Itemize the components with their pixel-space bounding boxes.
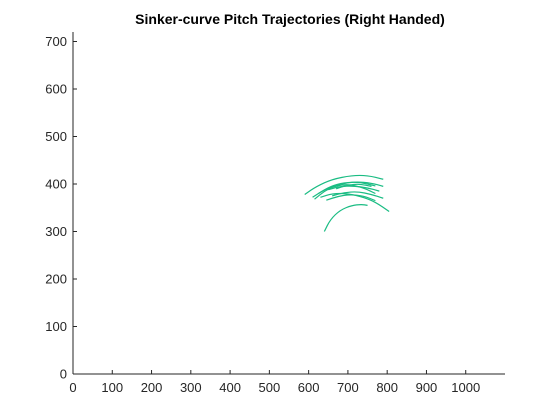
x-tick-label: 0 bbox=[69, 380, 76, 395]
trajectory-line bbox=[328, 185, 380, 192]
y-tick-label: 700 bbox=[45, 34, 67, 49]
x-tick-label: 1000 bbox=[451, 380, 480, 395]
x-tick-label: 300 bbox=[180, 380, 202, 395]
trajectory-line bbox=[304, 174, 384, 195]
trajectory-line bbox=[326, 194, 376, 202]
y-tick-label: 600 bbox=[45, 82, 67, 97]
x-tick-label: 900 bbox=[416, 380, 438, 395]
chart-title: Sinker-curve Pitch Trajectories (Right H… bbox=[135, 11, 445, 27]
x-tick-label: 600 bbox=[298, 380, 320, 395]
trajectory-line bbox=[318, 181, 376, 195]
x-tick-label: 800 bbox=[376, 380, 398, 395]
x-tick-label: 500 bbox=[259, 380, 281, 395]
y-tick-label: 200 bbox=[45, 272, 67, 287]
trajectory-line bbox=[323, 204, 368, 232]
trajectory-line bbox=[332, 191, 384, 199]
axes: 0 100 200 300 400 500 600 700 800 900 1000 0 100 200 3… bbox=[45, 32, 505, 395]
y-tick-label: 0 bbox=[60, 367, 67, 382]
plot-area bbox=[304, 174, 390, 232]
y-tick-label: 100 bbox=[45, 319, 67, 334]
y-tick-label: 400 bbox=[45, 177, 67, 192]
trajectory-line bbox=[335, 183, 372, 190]
y-tick-label: 300 bbox=[45, 224, 67, 239]
x-tick-label: 200 bbox=[141, 380, 163, 395]
x-tick-label: 700 bbox=[337, 380, 359, 395]
x-tick-label: 100 bbox=[101, 380, 123, 395]
x-tick-label: 400 bbox=[219, 380, 241, 395]
y-tick-label: 500 bbox=[45, 129, 67, 144]
